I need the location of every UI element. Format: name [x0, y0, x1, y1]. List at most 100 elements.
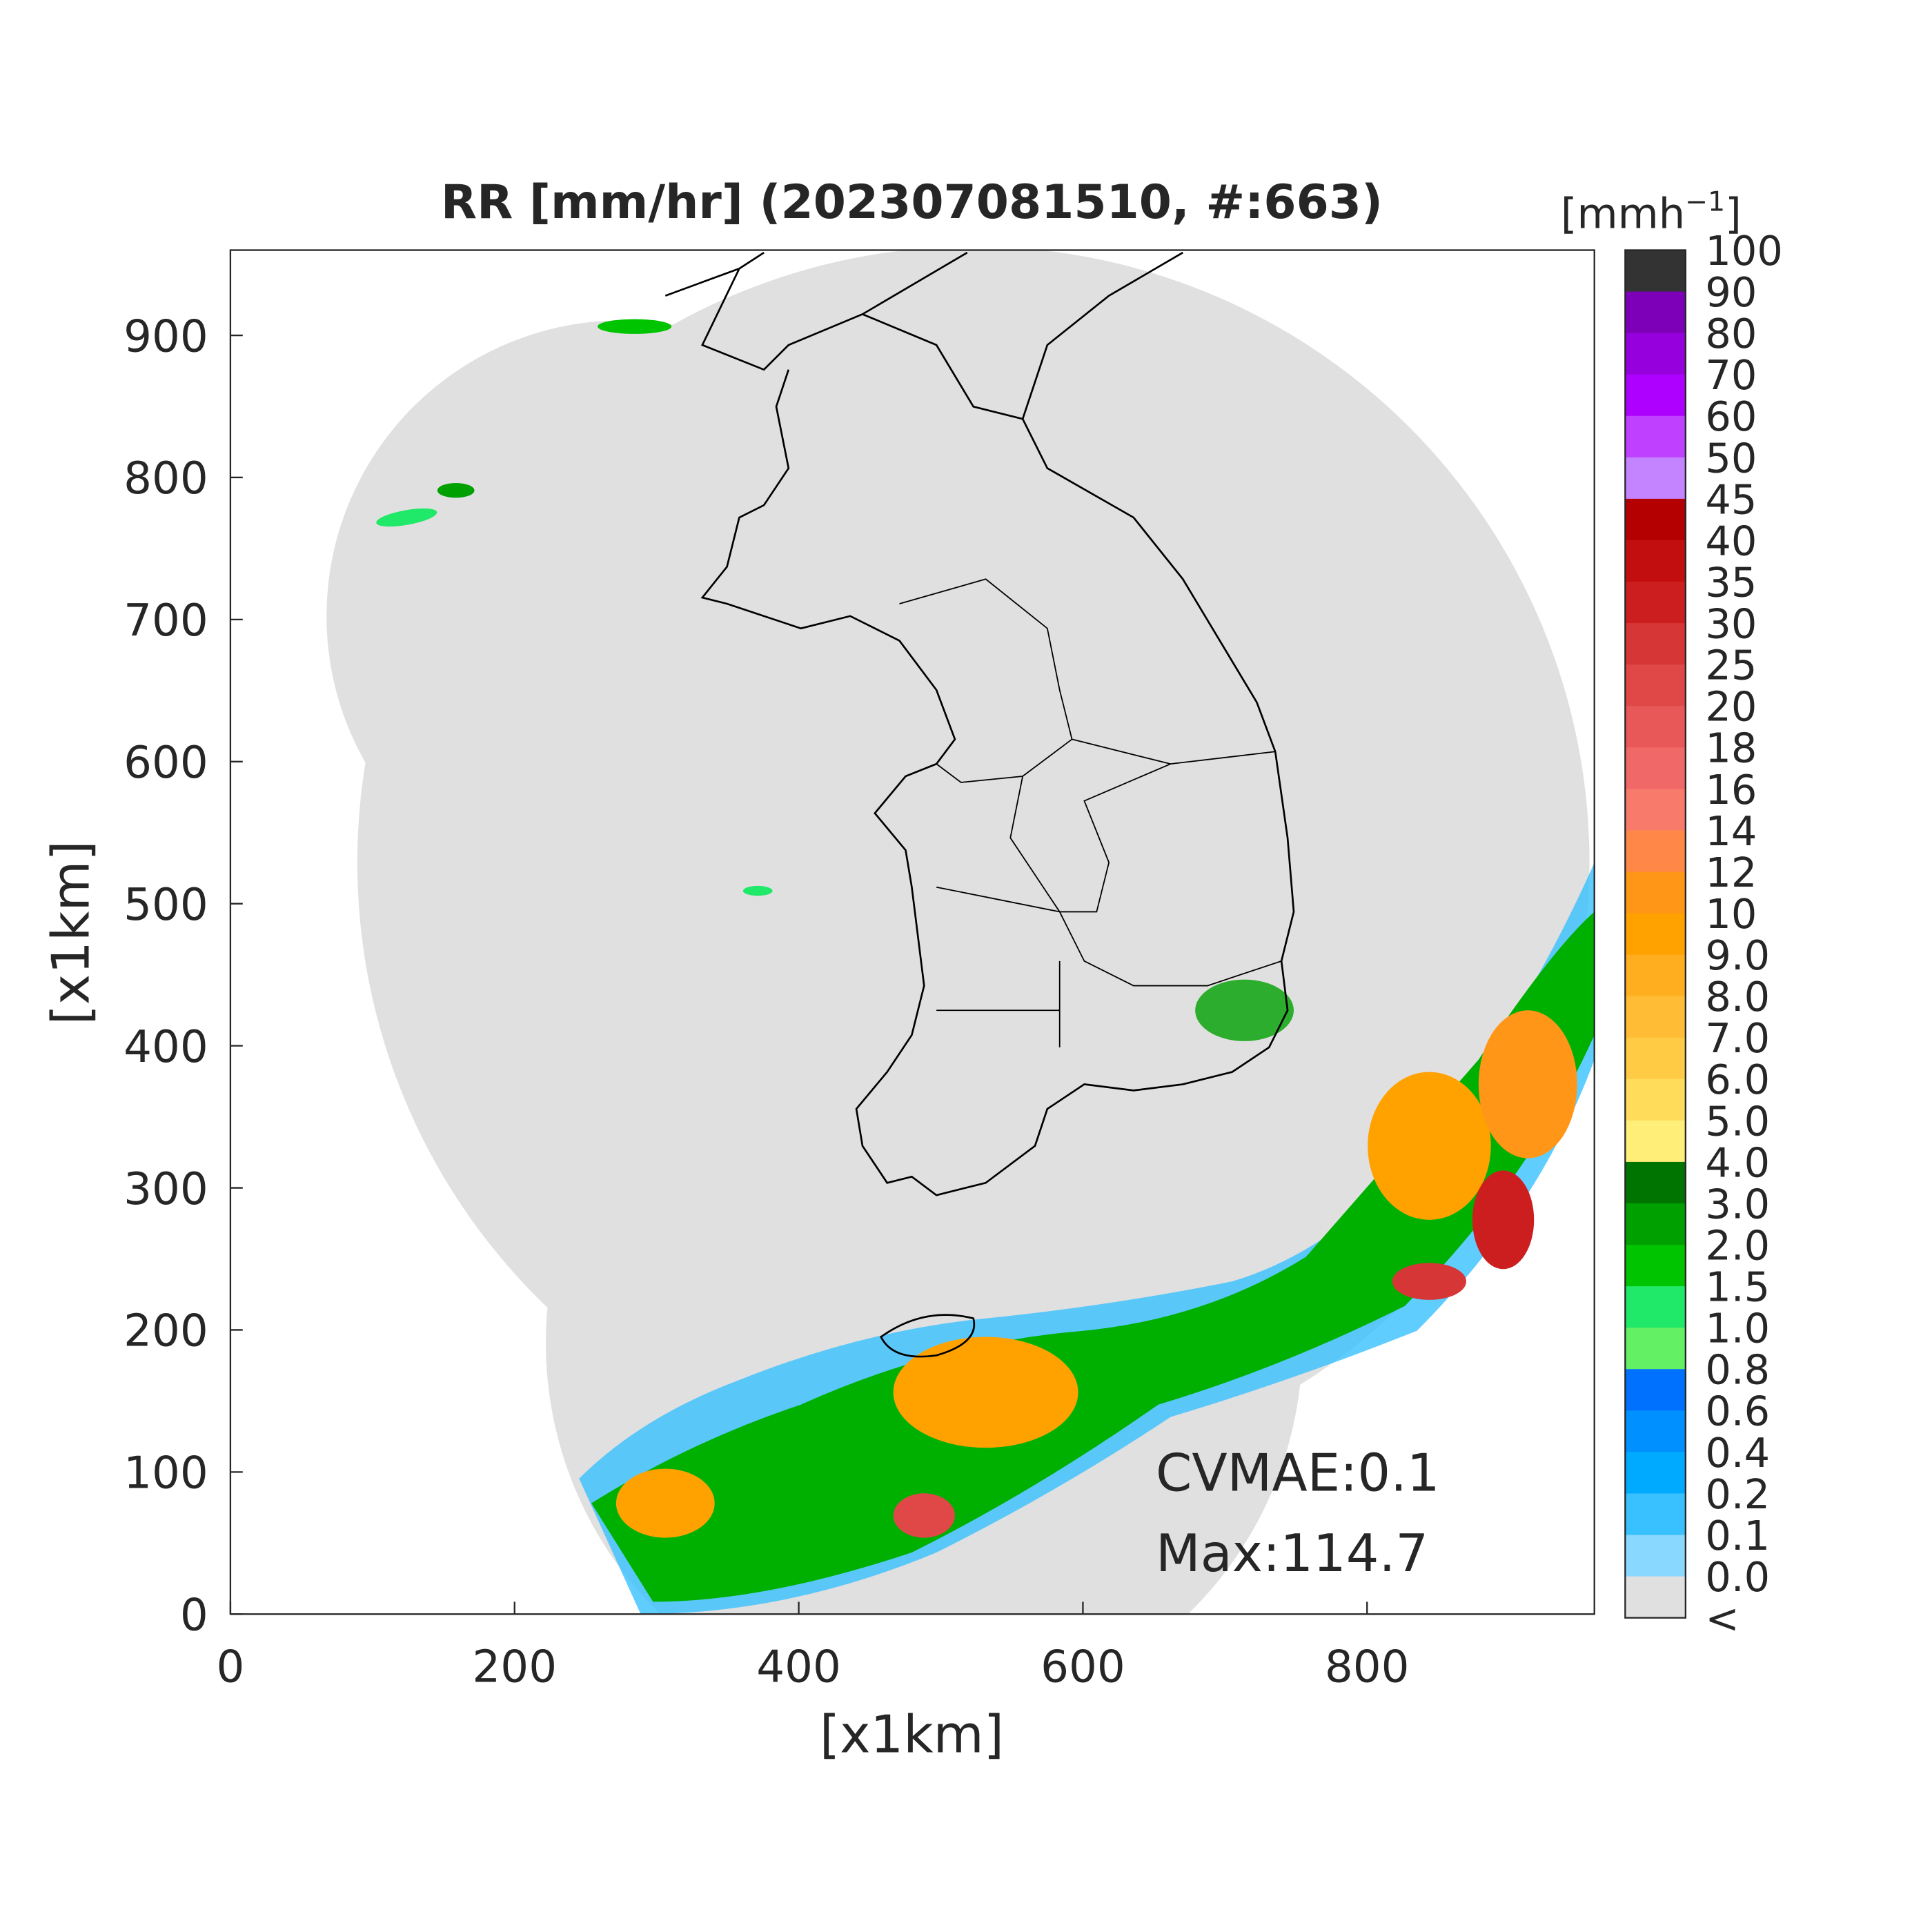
colorbar-label: 0.6 — [1705, 1388, 1770, 1435]
jeju-island — [880, 1314, 976, 1358]
colorbar-segment — [1625, 789, 1686, 831]
colorbar-segment — [1625, 1576, 1686, 1619]
colorbar-label: 70 — [1705, 351, 1757, 399]
colorbar-segment — [1625, 1369, 1686, 1412]
colorbar-label: 14 — [1705, 807, 1757, 855]
colorbar-label: 5.0 — [1705, 1097, 1770, 1145]
colorbar-label: 50 — [1705, 434, 1757, 482]
colorbar-label: 30 — [1705, 600, 1757, 648]
y-tick-label: 300 — [124, 1163, 208, 1215]
colorbar-label: 0.4 — [1705, 1429, 1770, 1477]
colorbar-label: 16 — [1705, 766, 1757, 814]
colorbar-segment — [1625, 333, 1686, 375]
colorbar-label: 40 — [1705, 517, 1757, 564]
y-tick-label: 900 — [124, 310, 208, 362]
colorbar-segment — [1625, 996, 1686, 1038]
x-tick-label: 800 — [1325, 1642, 1410, 1693]
y-tick-label: 600 — [124, 737, 208, 789]
colorbar-label: 10 — [1705, 890, 1757, 938]
y-tick-label: 500 — [124, 879, 208, 931]
colorbar-segment — [1625, 1617, 1686, 1660]
colorbar-segment — [1625, 1410, 1686, 1453]
x-tick-label: 200 — [472, 1642, 557, 1693]
colorbar: 100908070605045403530252018161412109.08.… — [1624, 227, 1783, 1660]
colorbar-unit: [mmh−1] — [1561, 186, 1742, 238]
colorbar-segment — [1625, 1120, 1686, 1163]
colorbar-segment — [1625, 664, 1686, 707]
colorbar-label: 2.0 — [1705, 1221, 1770, 1269]
colorbar-segment — [1625, 1286, 1686, 1329]
colorbar-segment — [1625, 540, 1686, 582]
colorbar-label: 100 — [1705, 227, 1782, 275]
map-title: RR [mm/hr] (202307081510, #:663) — [441, 175, 1383, 230]
plot-frame — [229, 249, 1595, 1615]
map-area — [326, 250, 1595, 1615]
colorbar-segment — [1625, 374, 1686, 417]
colorbar-label: 1.0 — [1705, 1305, 1770, 1352]
colorbar-label: 90 — [1705, 268, 1757, 316]
colorbar-segment — [1625, 830, 1686, 873]
colorbar-label: 60 — [1705, 393, 1757, 440]
colorbar-label: 6.0 — [1705, 1056, 1770, 1103]
colorbar-label: < — [1705, 1595, 1739, 1642]
y-tick-label: 700 — [124, 595, 208, 647]
colorbar-segment — [1625, 1161, 1686, 1204]
unit-close: ] — [1725, 190, 1742, 238]
colorbar-label: 0.8 — [1705, 1346, 1770, 1394]
colorbar-segment — [1625, 747, 1686, 790]
colorbar-segment — [1625, 1245, 1686, 1288]
colorbar-segment — [1625, 623, 1686, 666]
colorbar-label: 18 — [1705, 724, 1757, 772]
x-tick-label: 0 — [216, 1642, 244, 1693]
unit-base: [mmh — [1561, 190, 1685, 238]
colorbar-label: 0.2 — [1705, 1470, 1770, 1518]
colorbar-segment — [1625, 1078, 1686, 1121]
colorbar-label: 80 — [1705, 310, 1757, 357]
colorbar-label: 7.0 — [1705, 1014, 1770, 1062]
colorbar-segment — [1625, 1535, 1686, 1577]
province-borders — [899, 578, 1282, 1047]
colorbar-segment — [1625, 415, 1686, 458]
y-tick-label: 800 — [124, 453, 208, 504]
colorbar-segment — [1625, 498, 1686, 541]
colorbar-label: 0.1 — [1705, 1512, 1770, 1559]
colorbar-segment — [1625, 1493, 1686, 1536]
colorbar-label: 12 — [1705, 849, 1757, 896]
y-tick-label: 100 — [124, 1448, 208, 1499]
colorbar-label: 25 — [1705, 642, 1757, 689]
colorbar-label: 0.0 — [1705, 1553, 1770, 1601]
colorbar-segment — [1625, 250, 1686, 293]
colorbar-segment — [1625, 291, 1686, 334]
colorbar-segment — [1625, 1037, 1686, 1080]
colorbar-label: 8.0 — [1705, 973, 1770, 1021]
coastline — [664, 251, 1295, 1196]
y-tick-label: 0 — [180, 1590, 208, 1642]
colorbar-segment — [1625, 1452, 1686, 1495]
colorbar-segment — [1625, 913, 1686, 956]
colorbar-frame — [1624, 249, 1687, 1619]
colorbar-label: 9.0 — [1705, 931, 1770, 979]
colorbar-segment — [1625, 871, 1686, 914]
x-tick-label: 600 — [1041, 1642, 1125, 1693]
unit-sup: −1 — [1685, 186, 1725, 217]
max-annotation: Max:114.7 — [1156, 1523, 1428, 1584]
x-axis-label: [x1km] — [820, 1704, 1004, 1764]
y-axis-label: [x1km] — [41, 840, 101, 1025]
colorbar-segment — [1625, 954, 1686, 997]
colorbar-label: 45 — [1705, 475, 1757, 523]
y-tick-label: 400 — [124, 1021, 208, 1073]
y-tick-label: 200 — [124, 1305, 208, 1357]
colorbar-label: 20 — [1705, 683, 1757, 731]
colorbar-label: 1.5 — [1705, 1263, 1770, 1311]
colorbar-label: 35 — [1705, 558, 1757, 606]
colorbar-segment — [1625, 1328, 1686, 1370]
colorbar-segment — [1625, 582, 1686, 624]
cvmae-annotation: CVMAE:0.1 — [1156, 1443, 1440, 1504]
colorbar-label: 3.0 — [1705, 1180, 1770, 1228]
colorbar-segment — [1625, 1203, 1686, 1245]
axes: 0 200 400 600 800 0 100 200 300 400 500 600 700 800 90… — [124, 310, 1409, 1693]
rain-echoes — [376, 319, 1595, 1615]
x-tick-label: 400 — [756, 1642, 841, 1693]
colorbar-segment — [1625, 706, 1686, 749]
